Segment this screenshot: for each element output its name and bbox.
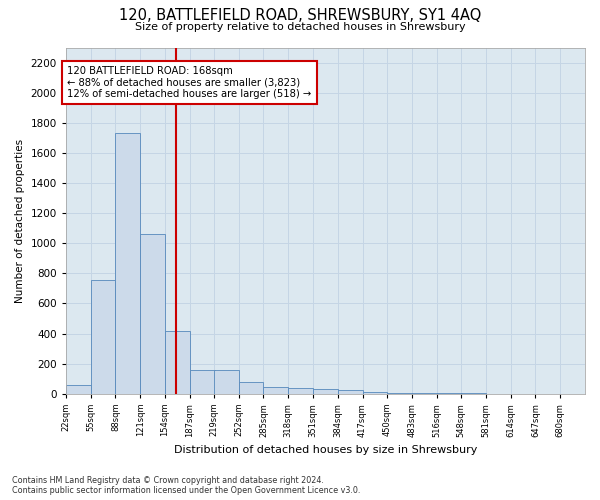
- Bar: [190, 370, 215, 394]
- Bar: [313, 389, 338, 394]
- X-axis label: Distribution of detached houses by size in Shrewsbury: Distribution of detached houses by size …: [174, 445, 477, 455]
- Bar: [115, 134, 140, 394]
- Bar: [288, 388, 313, 394]
- Bar: [214, 370, 239, 394]
- Text: 120 BATTLEFIELD ROAD: 168sqm
← 88% of detached houses are smaller (3,823)
12% of: 120 BATTLEFIELD ROAD: 168sqm ← 88% of de…: [67, 66, 311, 99]
- Bar: [66, 386, 91, 394]
- Y-axis label: Number of detached properties: Number of detached properties: [15, 138, 25, 302]
- Bar: [412, 393, 437, 394]
- Bar: [263, 387, 288, 394]
- Text: Contains HM Land Registry data © Crown copyright and database right 2024.
Contai: Contains HM Land Registry data © Crown c…: [12, 476, 361, 495]
- Bar: [239, 382, 263, 394]
- Bar: [388, 392, 412, 394]
- Bar: [165, 330, 190, 394]
- Bar: [338, 390, 362, 394]
- Text: Size of property relative to detached houses in Shrewsbury: Size of property relative to detached ho…: [134, 22, 466, 32]
- Bar: [362, 392, 388, 394]
- Bar: [140, 234, 165, 394]
- Bar: [91, 280, 115, 394]
- Text: 120, BATTLEFIELD ROAD, SHREWSBURY, SY1 4AQ: 120, BATTLEFIELD ROAD, SHREWSBURY, SY1 4…: [119, 8, 481, 22]
